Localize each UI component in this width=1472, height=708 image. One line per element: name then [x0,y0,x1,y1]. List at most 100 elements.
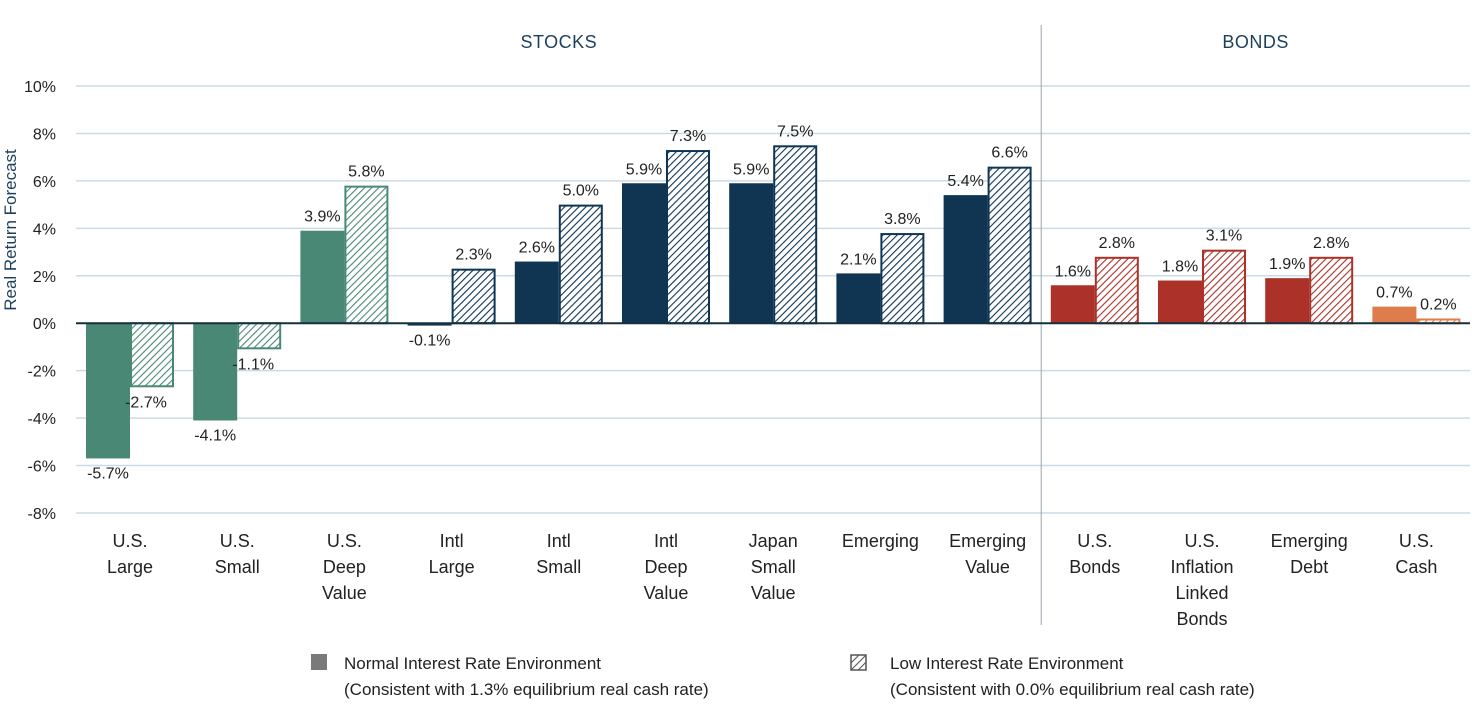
bar-low [880,233,925,325]
data-label-low: 2.8% [1099,235,1135,252]
x-category-label: Value [965,557,1010,577]
bar-low [344,185,389,325]
data-label-normal: 5.9% [733,161,769,178]
bar-normal [943,195,988,324]
y-tick-label: 4% [33,221,56,238]
x-category-label: Large [429,557,475,577]
legend-normal-note: (Consistent with 1.3% equilibrium real c… [344,680,709,699]
legend-low-note: (Consistent with 0.0% equilibrium real c… [890,680,1255,699]
x-category-label: Small [215,557,260,577]
bar-low [773,145,818,325]
data-label-low: 2.8% [1313,235,1349,252]
bar-low [1094,256,1139,325]
bar-low [130,322,174,388]
data-label-low: 5.0% [563,183,599,200]
bar-normal [836,273,881,324]
bar-normal [729,183,774,324]
bar-normal [407,323,452,326]
section-label-bonds: BONDS [1222,32,1289,52]
x-category-label: Bonds [1069,557,1120,577]
x-category-label: U.S. [220,531,255,551]
bar-normal [514,261,559,324]
y-tick-label: -8% [28,506,56,523]
x-category-label: U.S. [112,531,147,551]
x-category-label: Cash [1395,557,1437,577]
bar-normal [193,323,238,421]
bar-normal [1372,306,1417,324]
x-category-label: Linked [1175,583,1228,603]
x-category-label: Debt [1290,557,1328,577]
x-category-label: U.S. [1184,531,1219,551]
bar-low [1202,249,1246,325]
data-label-low: 6.6% [991,145,1027,162]
data-label-normal: 1.8% [1162,259,1198,276]
bar-low [666,150,710,325]
section-label-stocks: STOCKS [520,32,597,52]
x-category-label: Intl [440,531,464,551]
legend-low-label: Low Interest Rate Environment [890,654,1124,673]
legend-swatch-normal [311,654,327,670]
y-tick-label: -2% [28,364,56,381]
x-category-label: Small [536,557,581,577]
data-label-normal: -4.1% [194,427,236,444]
axis: 10% 8% 6% 4% 2% 0% -2% -4% -6% -8% STOCKS BONDS U.S.… [24,25,1470,629]
y-tick-label: 0% [33,316,56,333]
data-label-normal: 3.9% [304,209,340,226]
y-tick-label: 6% [33,174,56,191]
data-label-normal: 5.9% [626,161,662,178]
x-category-label: U.S. [1077,531,1112,551]
data-label-low: 7.3% [670,128,706,145]
y-tick-label: -6% [28,459,56,476]
x-category-label: Inflation [1170,557,1233,577]
bar-low [558,204,603,325]
x-category-label: Emerging [1271,531,1348,551]
data-label-normal: 0.7% [1376,285,1412,302]
bars [86,145,1461,459]
bar-normal [1158,280,1202,324]
x-category-label: Large [107,557,153,577]
x-category-label: U.S. [327,531,362,551]
data-label-low: 3.1% [1206,228,1242,245]
x-category-label: Deep [644,557,687,577]
x-category-label: Emerging [949,531,1026,551]
y-axis-title: Real Return Forecast [1,149,20,311]
data-label-low: -1.1% [232,356,274,373]
data-label-normal: 1.6% [1055,263,1091,280]
data-label-low: -2.7% [125,394,167,411]
bar-normal [1050,285,1095,324]
data-label-normal: -0.1% [409,333,451,350]
data-label-normal: 5.4% [947,173,983,190]
data-label-low: 7.5% [777,123,813,140]
x-category-label: Deep [323,557,366,577]
x-category-label: Value [644,583,689,603]
y-tick-label: 8% [33,126,56,143]
bar-normal [300,230,345,324]
data-labels: -5.7% -2.7% -4.1% -1.1% 3.9% 5.8% -0.1% 2.3% 2.6… [87,123,1457,482]
y-tick-label: 10% [24,79,56,96]
data-label-normal: 2.6% [519,240,555,257]
bar-low [451,268,496,325]
y-tick-label: -4% [28,411,56,428]
bar-low [987,166,1032,325]
data-label-low: 0.2% [1420,296,1456,313]
data-label-normal: -5.7% [87,465,129,482]
legend: Normal Interest Rate Environment (Consis… [311,654,1255,699]
data-label-low: 2.3% [455,247,491,264]
bar-normal [622,183,666,324]
bar-normal [86,323,130,459]
x-category-label: Bonds [1176,609,1227,629]
legend-normal-label: Normal Interest Rate Environment [344,654,601,673]
y-tick-label: 2% [33,269,56,286]
x-category-label: Intl [547,531,571,551]
data-label-normal: 1.9% [1269,256,1305,273]
data-label-low: 5.8% [348,164,384,181]
x-category-label: Value [322,583,367,603]
x-category-label: Emerging [842,531,919,551]
x-category-label: Japan [749,531,798,551]
legend-swatch-low [850,654,867,671]
bar-normal [1265,278,1310,324]
data-label-low: 3.8% [884,211,920,228]
x-category-label: Small [751,557,796,577]
data-label-normal: 2.1% [840,251,876,268]
